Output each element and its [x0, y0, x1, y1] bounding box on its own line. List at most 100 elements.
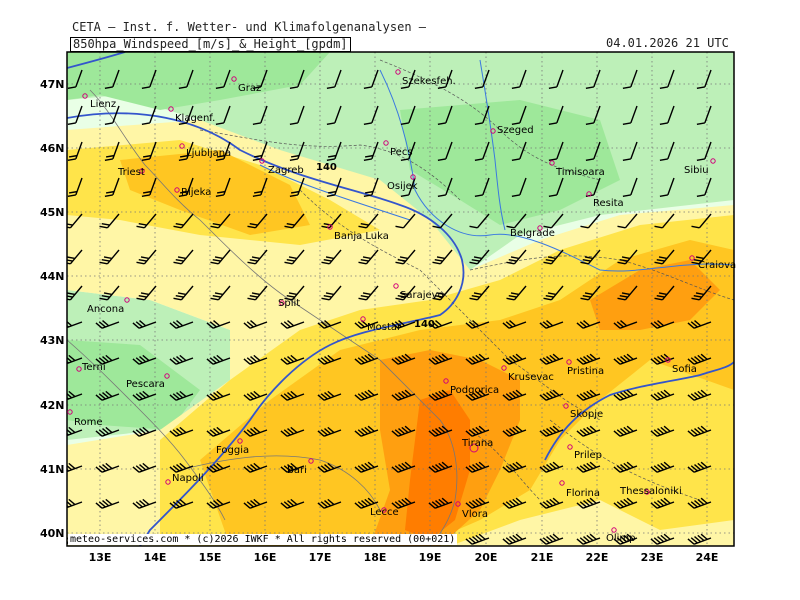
- wind-barb: [67, 390, 83, 401]
- wind-barb: [280, 498, 305, 509]
- wind-barb: [141, 177, 157, 197]
- wind-barb: [247, 249, 268, 265]
- wind-barb: [576, 353, 601, 365]
- wind-barb: [252, 105, 268, 125]
- wind-barb: [395, 249, 416, 265]
- lon-label: 22E: [586, 551, 609, 564]
- wind-barb: [613, 389, 638, 401]
- city-label: Ljubljana: [186, 148, 231, 159]
- city-marker: [179, 143, 185, 149]
- latitude-labels: 47N 46N 45N 44N 43N 42N 41N 40N: [40, 78, 65, 540]
- wind-barb: [400, 177, 416, 197]
- wind-barb: [67, 498, 83, 509]
- wind-barb: [280, 462, 305, 473]
- city-marker: [124, 297, 130, 303]
- wind-barb: [650, 425, 675, 437]
- city-markers: Graz Szekesfeh. Lienz Klagenf. Szeged Ljublja…: [67, 69, 736, 544]
- wind-barb: [687, 320, 712, 329]
- wind-barb: [280, 320, 305, 329]
- wind-barb: [67, 249, 83, 265]
- wind-barb: [539, 389, 564, 401]
- wind-barb: [317, 390, 342, 401]
- wind-barb: [215, 69, 231, 89]
- river-sava: [259, 164, 411, 221]
- city-marker: [67, 409, 73, 415]
- wind-barb: [169, 426, 194, 437]
- wind-barb: [654, 213, 675, 229]
- city-marker: [395, 69, 401, 75]
- wind-barb: [354, 353, 379, 365]
- wind-barb: [687, 425, 712, 437]
- city-label: Banja Luka: [334, 231, 389, 242]
- city-label: Craiova: [698, 260, 736, 271]
- wind-barb: [622, 177, 638, 197]
- wind-barb: [654, 285, 675, 301]
- city-label: Sarajevo: [400, 290, 444, 301]
- wind-barb: [465, 533, 490, 545]
- wind-barb: [617, 249, 638, 265]
- wind-barb: [543, 249, 564, 265]
- wind-barb: [622, 69, 638, 89]
- wind-barb: [321, 249, 342, 265]
- plot-frame: [66, 51, 735, 547]
- city-label: Sibiu: [684, 165, 709, 176]
- city-label: Thessaloniki: [619, 486, 682, 497]
- wind-barb: [206, 320, 231, 329]
- wind-barb: [284, 249, 305, 265]
- city-label: Szekesfeh.: [402, 76, 456, 87]
- city-label: Pecs: [390, 147, 413, 158]
- city-marker: [393, 283, 399, 289]
- wind-barb: [465, 425, 490, 437]
- wind-barb: [622, 105, 638, 125]
- city-label: Sofia: [672, 364, 697, 375]
- wind-barb: [654, 249, 675, 265]
- city-label: Foggia: [216, 445, 249, 456]
- wind-barb: [428, 425, 453, 437]
- band-gold: [120, 150, 734, 546]
- wind-barb: [580, 249, 601, 265]
- wind-barb: [326, 69, 342, 89]
- wind-barb: [548, 141, 564, 161]
- wind-barb: [104, 105, 120, 125]
- wind-barb: [465, 461, 490, 473]
- wind-barb: [437, 69, 453, 89]
- wind-barb: [132, 426, 157, 437]
- band-dark-orange: [405, 390, 470, 540]
- city-label: Belgrade: [510, 228, 555, 239]
- wind-barb: [659, 177, 675, 197]
- wind-barb: [400, 69, 416, 89]
- wind-barb: [178, 141, 194, 161]
- city-label: Pristina: [567, 366, 604, 377]
- wind-barb: [428, 389, 453, 401]
- city-marker: [165, 479, 171, 485]
- wind-barb: [659, 69, 675, 89]
- wind-barb: [289, 177, 305, 197]
- city-marker: [164, 373, 170, 379]
- wind-barb: [691, 249, 712, 265]
- lon-label: 21E: [531, 551, 554, 564]
- wind-barb: [400, 105, 416, 125]
- wind-barb: [136, 213, 157, 229]
- wind-barb: [502, 461, 527, 473]
- city-label: Terni: [81, 362, 106, 373]
- wind-barb: [67, 213, 83, 229]
- wind-barb: [391, 389, 416, 401]
- city-marker: [237, 438, 243, 444]
- city-label: Florina: [566, 488, 600, 499]
- wind-barb: [502, 320, 527, 329]
- city-label: Ancona: [87, 304, 124, 315]
- lat-label: 43N: [40, 334, 65, 347]
- city-marker: [501, 365, 507, 371]
- wind-barb: [95, 498, 120, 509]
- wind-barb: [141, 141, 157, 161]
- wind-barb: [67, 354, 83, 365]
- wind-barb: [576, 389, 601, 401]
- wind-barb: [252, 69, 268, 89]
- city-marker: [259, 158, 265, 164]
- lat-label: 44N: [40, 270, 65, 283]
- wind-barb: [280, 390, 305, 401]
- wind-barb: [169, 498, 194, 509]
- wind-barb: [548, 177, 564, 197]
- wind-barb: [67, 141, 83, 161]
